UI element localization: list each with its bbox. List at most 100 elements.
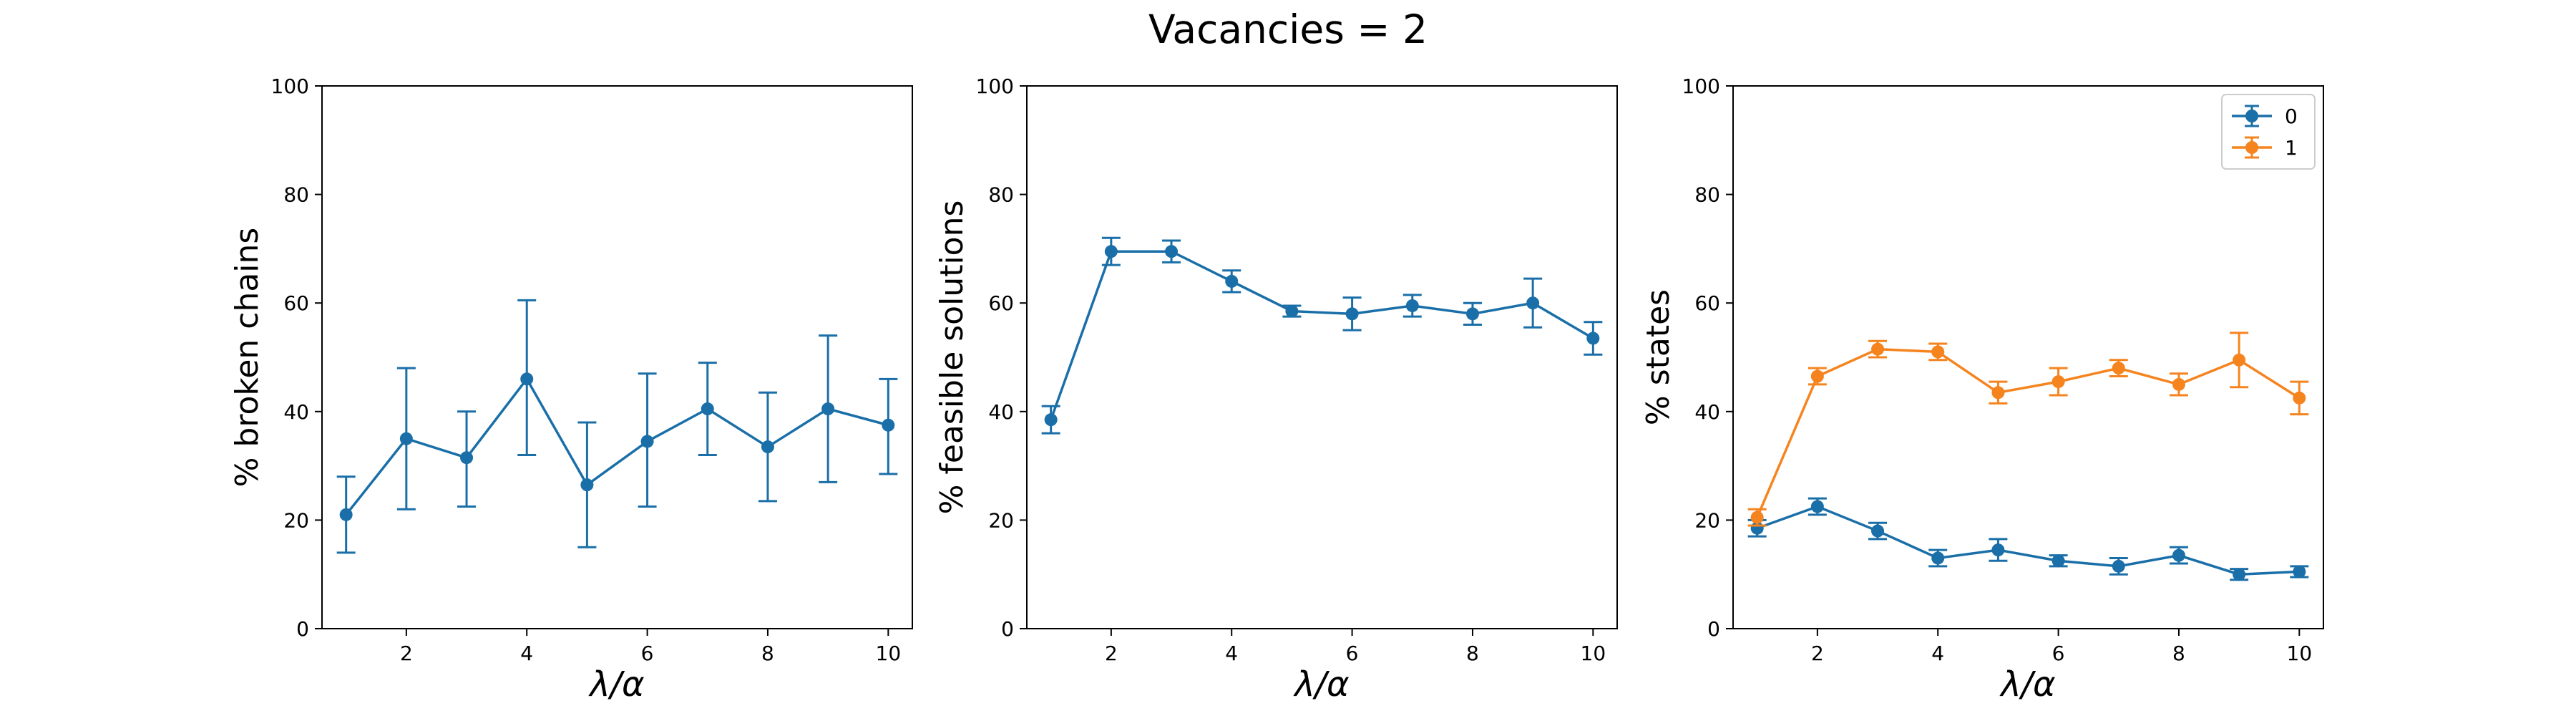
data-point — [1044, 413, 1058, 427]
data-point — [1526, 296, 1540, 310]
legend-label: 0 — [2285, 105, 2298, 128]
y-tick-label: 60 — [988, 291, 1014, 315]
data-point — [2112, 559, 2125, 573]
x-tick-label: 6 — [641, 642, 654, 665]
x-tick-label: 2 — [400, 642, 413, 665]
data-point — [1991, 386, 2005, 400]
data-point — [1931, 551, 1945, 565]
x-tick-label: 4 — [1225, 642, 1238, 665]
data-point — [1586, 332, 1600, 345]
data-point — [2233, 568, 2246, 581]
x-tick-label: 4 — [1931, 642, 1944, 665]
y-tick-label: 40 — [988, 400, 1014, 424]
y-axis-label: % states — [1640, 289, 1677, 425]
y-tick-label: 100 — [271, 74, 309, 98]
data-point — [821, 402, 835, 416]
data-point — [580, 478, 594, 492]
data-point — [1104, 245, 1118, 258]
series-line — [345, 377, 889, 516]
y-axis-label: % feasible solutions — [934, 200, 970, 515]
y-axis-label: % broken chains — [229, 228, 265, 488]
data-point — [1931, 345, 1945, 359]
legend-item-1: 1 — [2232, 136, 2298, 160]
x-tick-label: 2 — [1811, 642, 1824, 665]
data-point — [339, 508, 353, 521]
x-tick-label: 10 — [2287, 642, 2313, 665]
y-tick-label: 20 — [988, 508, 1014, 532]
data-point — [1871, 524, 1885, 538]
y-tick-label: 0 — [1001, 617, 1014, 641]
x-tick-label: 8 — [2172, 642, 2185, 665]
legend: 01 — [2221, 94, 2316, 170]
x-tick-label: 2 — [1105, 642, 1118, 665]
series-line — [1756, 347, 2301, 518]
chart-panel-2: 0 20 40 60 80 100 2 4 6 8 10 λ/α % feasible solution… — [934, 74, 1618, 705]
data-point — [2112, 362, 2125, 375]
data-point — [520, 372, 534, 386]
data-point — [1750, 511, 1764, 524]
data-point — [399, 432, 413, 445]
data-point — [701, 402, 714, 416]
x-axis-label: λ/α — [587, 664, 644, 705]
data-point — [460, 451, 474, 465]
figure-title: Vacancies = 2 — [1148, 6, 1428, 52]
series-0 — [1747, 497, 2309, 581]
y-tick-label: 40 — [283, 400, 309, 424]
x-tick-label: 6 — [2052, 642, 2065, 665]
y-tick-label: 100 — [1682, 74, 1720, 98]
data-point — [1405, 299, 1419, 312]
legend-label: 1 — [2285, 136, 2298, 160]
x-tick-label: 10 — [876, 642, 902, 665]
data-point — [761, 440, 774, 454]
data-point — [2051, 554, 2065, 568]
data-point — [2051, 375, 2065, 389]
series-line — [1050, 250, 1594, 420]
data-point — [2233, 353, 2246, 367]
series-0 — [336, 299, 898, 554]
data-point — [882, 418, 895, 432]
data-point — [1345, 307, 1359, 321]
x-tick-label: 8 — [761, 642, 774, 665]
legend-marker — [2245, 110, 2258, 122]
series-line — [1757, 505, 2300, 576]
data-point — [2293, 565, 2306, 579]
y-tick-label: 80 — [988, 183, 1014, 207]
y-tick-label: 40 — [1694, 400, 1720, 424]
data-point — [1165, 245, 1179, 258]
legend-marker — [2245, 141, 2258, 154]
data-point — [1810, 369, 1824, 383]
data-point — [1225, 274, 1239, 288]
data-point — [1810, 500, 1824, 513]
data-point — [2172, 377, 2185, 391]
x-tick-label: 4 — [520, 642, 533, 665]
y-tick-label: 20 — [283, 508, 309, 532]
data-point — [1871, 342, 1885, 356]
y-tick-label: 60 — [1694, 291, 1720, 315]
x-axis-label: λ/α — [1999, 664, 2055, 705]
y-tick-label: 20 — [1694, 508, 1720, 532]
x-axis-label: λ/α — [1292, 664, 1349, 705]
y-tick-label: 0 — [296, 617, 309, 641]
data-point — [1285, 304, 1299, 318]
axes-frame — [1732, 85, 2324, 629]
series-1 — [1747, 332, 2309, 527]
legend-box — [2221, 94, 2316, 170]
y-tick-label: 80 — [283, 183, 309, 207]
series-0 — [1041, 236, 1603, 435]
data-point — [1465, 307, 1479, 321]
x-tick-label: 8 — [1466, 642, 1479, 665]
y-tick-label: 0 — [1707, 617, 1720, 641]
x-tick-label: 6 — [1346, 642, 1359, 665]
axes-frame — [321, 85, 913, 629]
chart-panel-1: 0 20 40 60 80 100 2 4 6 8 10 λ/α % broken chains — [229, 74, 913, 705]
y-tick-label: 80 — [1694, 183, 1720, 207]
legend-item-0: 0 — [2232, 105, 2298, 128]
data-point — [640, 435, 654, 448]
x-tick-label: 10 — [1581, 642, 1606, 665]
data-point — [2172, 548, 2185, 562]
data-point — [1991, 543, 2005, 557]
y-tick-label: 60 — [283, 291, 309, 315]
axes-frame — [1026, 85, 1618, 629]
